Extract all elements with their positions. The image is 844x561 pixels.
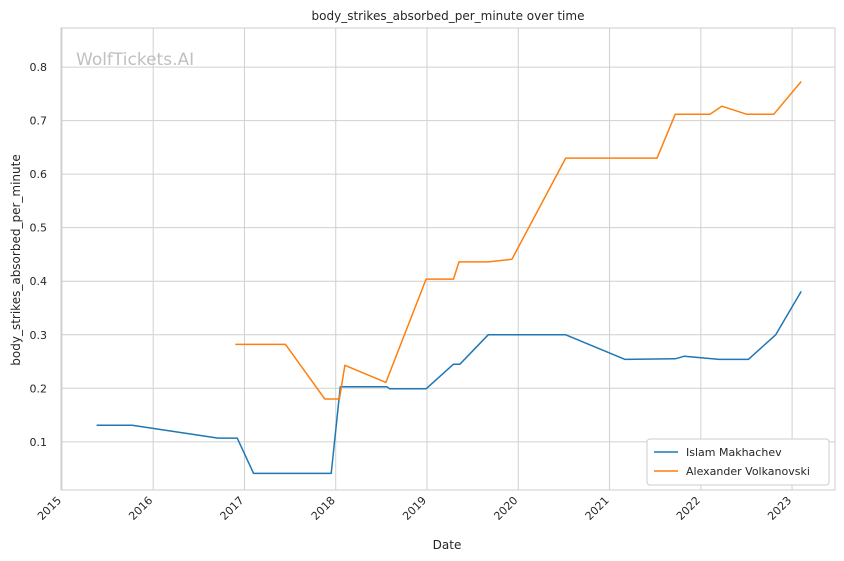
y-tick-label: 0.4	[30, 275, 48, 288]
series-lines	[96, 81, 802, 475]
y-tick-label: 0.8	[30, 61, 48, 74]
legend: Islam Makhachev Alexander Volkanovski	[646, 438, 830, 486]
y-tick-label: 0.1	[30, 436, 48, 449]
y-tick-label: 0.5	[30, 222, 48, 235]
legend-box	[646, 438, 830, 486]
x-axis-label: Date	[433, 538, 462, 552]
plot-frame	[60, 27, 836, 491]
series-line-alexander-volkanovski	[235, 81, 802, 400]
y-tick-label: 0.3	[30, 329, 48, 342]
y-axis-label: body_strikes_absorbed_per_minute	[9, 154, 23, 365]
y-tick-label: 0.7	[30, 115, 48, 128]
series-line-islam-makhachev	[96, 291, 802, 475]
chart-title: body_strikes_absorbed_per_minute over ti…	[312, 9, 585, 23]
y-tick-label: 0.6	[30, 168, 48, 181]
legend-label-alexander-volkanovski: Alexander Volkanovski	[686, 465, 810, 478]
legend-label-islam-makhachev: Islam Makhachev	[686, 446, 782, 459]
watermark-text: WolfTickets.AI	[76, 50, 194, 70]
y-tick-label: 0.2	[30, 382, 48, 395]
